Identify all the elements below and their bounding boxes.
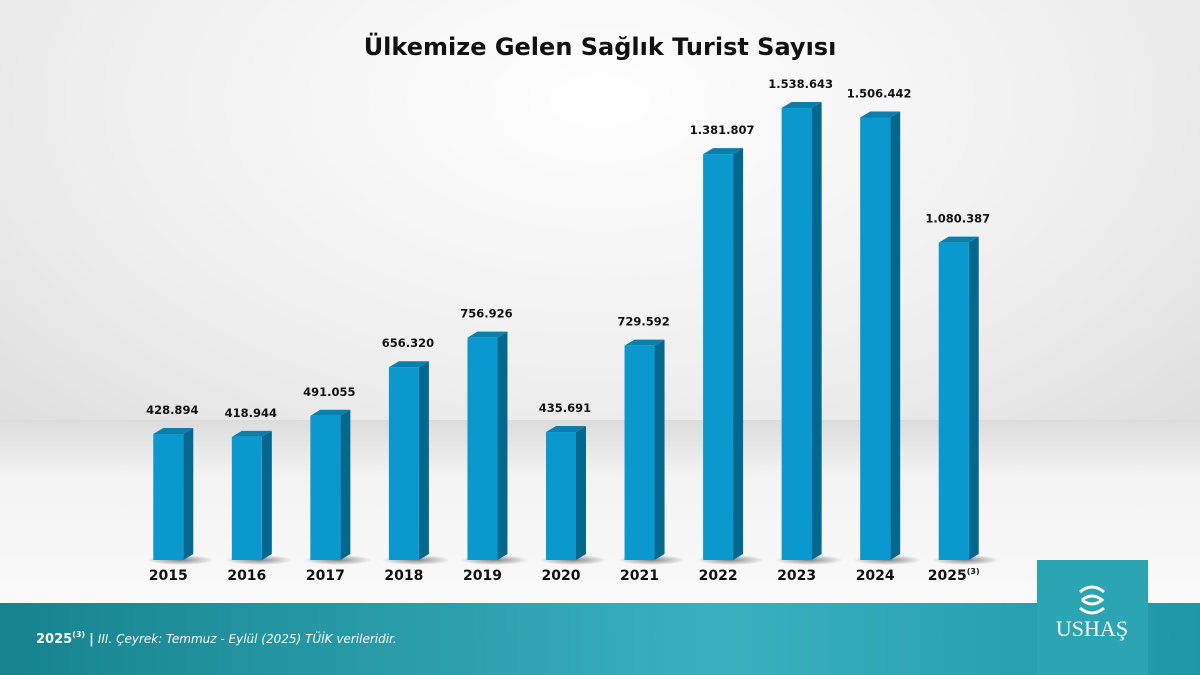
bar <box>546 432 576 560</box>
floor <box>0 420 1200 605</box>
category: 2023 <box>777 568 816 584</box>
logo-text: USHAŞ <box>1056 616 1128 641</box>
value-label: 418.944 <box>225 406 277 420</box>
category: 2015 <box>149 568 188 584</box>
bar <box>624 345 655 560</box>
value-label: 491.055 <box>303 385 355 399</box>
chart-title: Ülkemize Gelen Sağlık Turist Sayısı <box>364 31 837 61</box>
bar-side <box>183 428 194 560</box>
bar-top <box>703 148 744 155</box>
value-label: 428.894 <box>146 403 198 417</box>
footnote-label: 2025 <box>36 632 72 647</box>
bar-side <box>340 409 351 560</box>
category: 2025 <box>928 568 967 584</box>
category: 2022 <box>699 568 738 584</box>
bar <box>467 337 498 560</box>
value-label: 1.381.807 <box>690 123 755 137</box>
bar-top <box>546 426 586 433</box>
x-tick-label: 2020 <box>542 568 581 584</box>
x-tick-label: 2024 <box>856 568 895 584</box>
x-tick-label: 2021 <box>620 568 659 584</box>
category: 2018 <box>384 568 423 584</box>
x-tick-label: 2023 <box>777 568 816 584</box>
bar-top <box>231 430 272 437</box>
logo-icon <box>1079 585 1105 615</box>
bar-top <box>388 361 429 368</box>
bar <box>703 154 734 561</box>
bar-side <box>890 111 901 560</box>
bar-top <box>310 409 351 416</box>
category: 2019 <box>463 568 502 584</box>
x-tick-label: 2016 <box>227 568 266 584</box>
x-tick-label: 2017 <box>306 568 345 584</box>
category: 2024 <box>856 568 895 584</box>
category: 2016 <box>227 568 266 584</box>
bar <box>388 367 419 560</box>
bar-side <box>497 331 508 560</box>
value-label: 1.506.442 <box>847 86 912 100</box>
bar-top <box>624 339 665 346</box>
bar-side <box>733 148 744 561</box>
bar <box>231 436 262 560</box>
logo-box <box>1037 560 1148 675</box>
x-tick-label: 2022 <box>699 568 738 584</box>
footnote: 2025(3) | III. Çeyrek: Temmuz - Eylül (202… <box>36 630 397 647</box>
value-label: 656.320 <box>382 336 434 350</box>
value-label: 435.691 <box>539 401 591 415</box>
bar-side <box>261 430 272 560</box>
bar-top <box>781 102 822 109</box>
bar-side <box>576 426 586 560</box>
bar <box>938 242 969 560</box>
value-label: 1.538.643 <box>768 77 833 91</box>
x-tick-label: 2018 <box>384 568 423 584</box>
bar-top <box>467 331 508 338</box>
category-superscript: (3) <box>967 567 980 576</box>
value-label: 1.080.387 <box>925 212 990 226</box>
category: 2020 <box>542 568 581 584</box>
bar <box>781 108 812 560</box>
bar <box>153 434 184 560</box>
footer-band <box>0 603 1200 675</box>
plot: 428.894 2015 418.944 2016 491.055 2017 656.320… <box>146 77 1000 584</box>
bar-side <box>418 361 429 560</box>
footnote-mark: (3) <box>72 630 85 639</box>
category: 2021 <box>620 568 659 584</box>
bar <box>860 117 891 560</box>
bar-side <box>968 236 979 560</box>
value-label: 729.592 <box>617 315 669 329</box>
bar-top <box>860 111 901 118</box>
footnote-separator: | <box>89 632 94 647</box>
bar-side <box>654 339 665 560</box>
bar-top <box>153 428 194 435</box>
x-tick-label: 2025(3) <box>928 567 980 584</box>
x-tick-label: 2015 <box>149 568 188 584</box>
bar <box>310 415 341 560</box>
bar-side <box>811 102 822 560</box>
x-tick-label: 2019 <box>463 568 502 584</box>
footnote-text: III. Çeyrek: Temmuz - Eylül (2025) TÜİK … <box>98 630 397 646</box>
value-label: 756.926 <box>460 307 512 321</box>
bar-top <box>938 236 979 243</box>
category: 2017 <box>306 568 345 584</box>
